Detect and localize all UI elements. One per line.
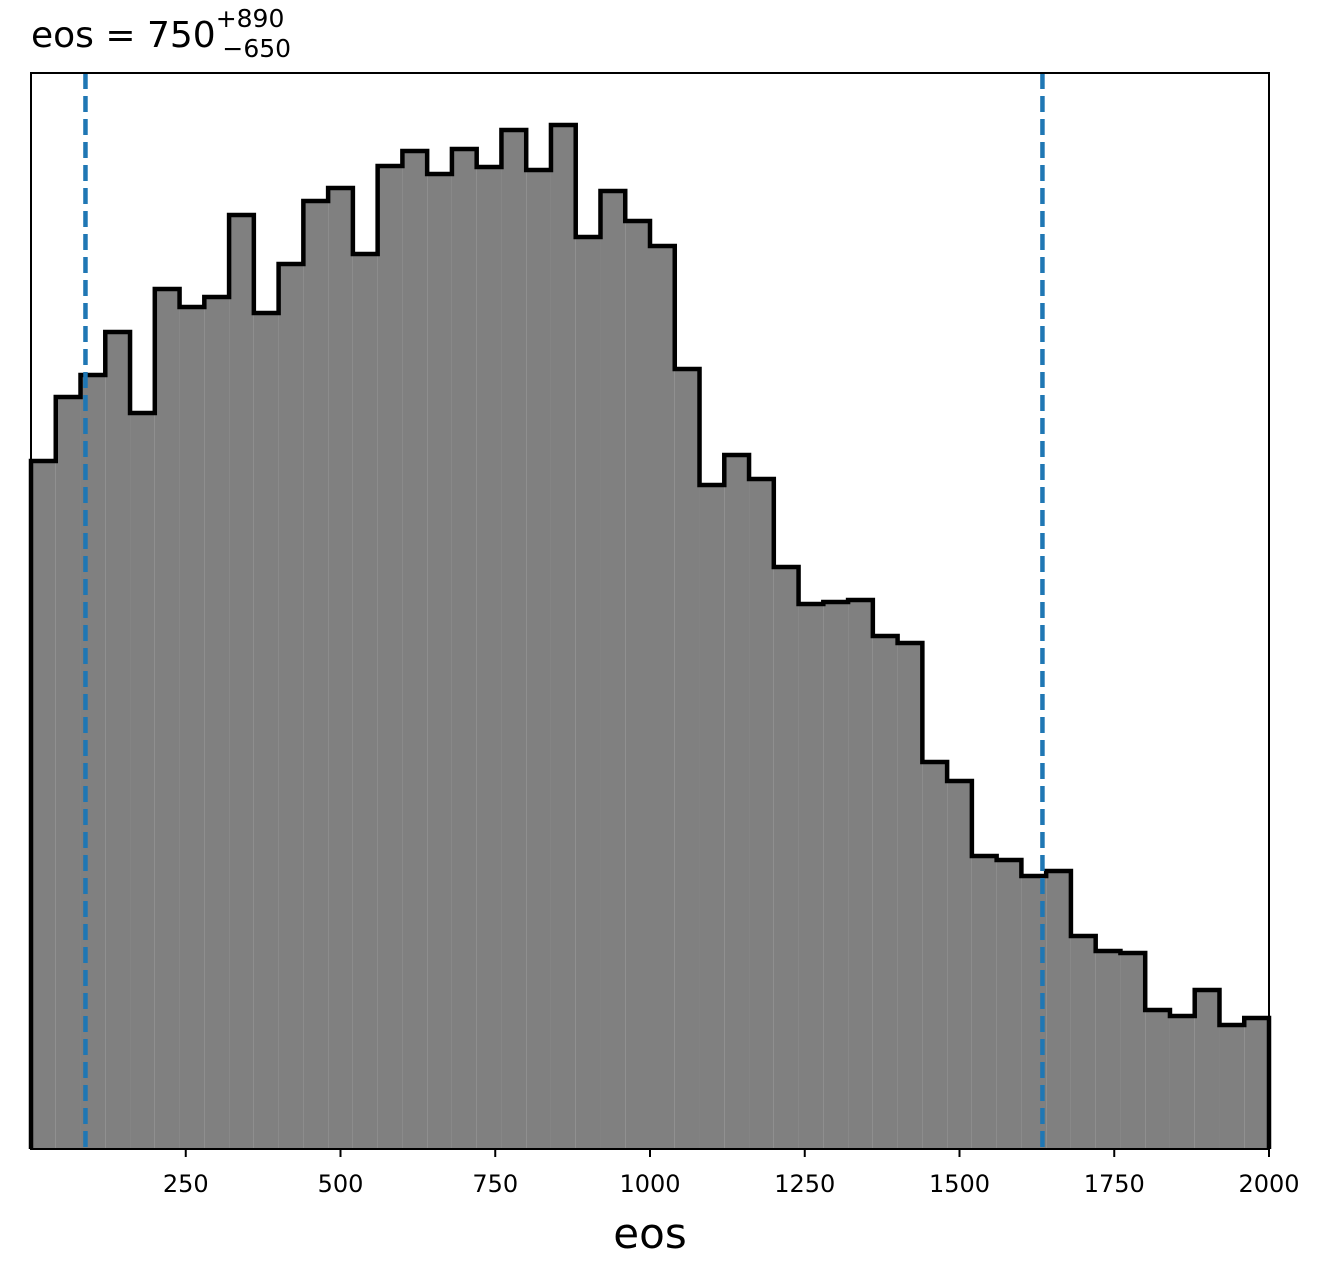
bar [724,455,750,1149]
x-tick-label: 2000 [1238,1170,1299,1198]
bar [1194,990,1220,1149]
bar [1070,936,1096,1149]
bar [1021,876,1047,1149]
bar [55,397,81,1149]
bar [1120,953,1146,1149]
x-tick-label: 1500 [929,1170,990,1198]
chart-title: eos = 750+890 −650 [31,4,291,63]
bar [1219,1025,1245,1149]
bar [1046,871,1071,1149]
bar [1169,1016,1195,1149]
bar [947,781,972,1149]
bar [922,762,948,1149]
bar [451,149,477,1149]
bar [1244,1018,1269,1149]
title-sup: +890 [216,4,285,33]
bar [476,167,502,1149]
bar [575,237,601,1149]
title-sub: −650 [222,34,291,63]
bar [823,602,849,1149]
x-tick-label: 1750 [1084,1170,1145,1198]
bar [600,191,626,1149]
bar [204,297,230,1149]
bar [253,313,279,1149]
bar [625,221,650,1149]
bar [773,567,799,1149]
bar [278,264,304,1149]
bar [798,604,824,1149]
x-tick-label: 500 [318,1170,364,1198]
bar [749,479,774,1149]
bar [872,636,898,1149]
x-tick-label: 250 [163,1170,209,1198]
bar [526,170,551,1149]
bar [154,289,180,1149]
bar [1145,1010,1170,1149]
bar [328,188,353,1149]
bar [105,332,131,1149]
bar [996,860,1022,1149]
bar [427,174,452,1149]
bar [674,369,700,1149]
bar [377,166,403,1149]
bar [501,130,527,1149]
histogram-outline [28,122,1272,1149]
bar [550,125,576,1149]
bar [179,307,205,1149]
bar [848,600,873,1149]
bar [352,254,378,1149]
x-tick-label: 750 [472,1170,518,1198]
x-tick-label: 1250 [774,1170,835,1198]
bar [130,413,155,1149]
bar [402,151,428,1149]
bar [1095,951,1121,1149]
bar [650,246,675,1149]
title-main: eos = 750 [31,15,216,56]
x-tick-label: 1000 [619,1170,680,1198]
bar [303,201,329,1149]
bar [699,485,725,1149]
x-axis-label: eos [613,1209,686,1258]
bar [897,643,923,1149]
bar [31,461,56,1149]
bar [971,856,997,1149]
bar [229,215,254,1149]
